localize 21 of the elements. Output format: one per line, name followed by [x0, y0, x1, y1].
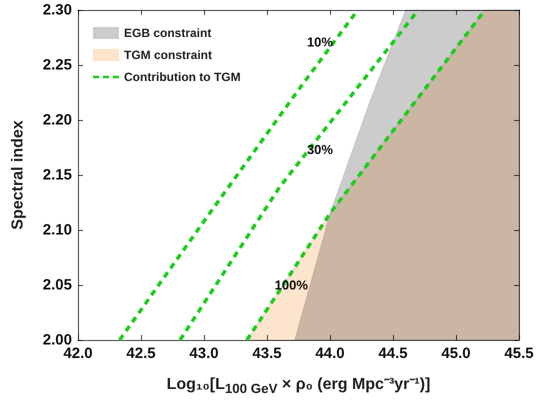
annotation: 100%	[274, 277, 308, 292]
annotation: 10%	[306, 34, 334, 50]
legend-label: Contribution to TGM	[124, 70, 241, 84]
annotation: 30%	[306, 142, 334, 158]
x-tick-label: 43.0	[189, 345, 219, 362]
x-tick-label: 45.5	[504, 345, 534, 362]
y-axis-title: Spectral index	[10, 120, 26, 230]
x-tick-label: 44.0	[315, 345, 345, 362]
y-tick-label: 2.20	[42, 112, 72, 128]
legend-label: TGM constraint	[124, 48, 212, 62]
y-tick-label: 2.15	[42, 166, 72, 184]
legend-label: EGB constraint	[124, 26, 212, 40]
y-tick-label: 2.25	[42, 56, 72, 74]
x-tick-label: 42.5	[126, 345, 156, 362]
x-axis-title: Log₁₀[L$_{100 GeV}$ × ρ₀ (erg Mpc⁻³yr⁻¹)]	[166, 375, 432, 396]
x-tick-label: 43.5	[252, 345, 282, 362]
y-tick-label: 2.10	[42, 222, 72, 238]
x-tick-label: 45.0	[441, 345, 471, 362]
y-tick-label: 2.05	[42, 276, 72, 294]
x-tick-label: 44.5	[378, 345, 408, 362]
y-tick-label: 2.30	[42, 2, 72, 18]
